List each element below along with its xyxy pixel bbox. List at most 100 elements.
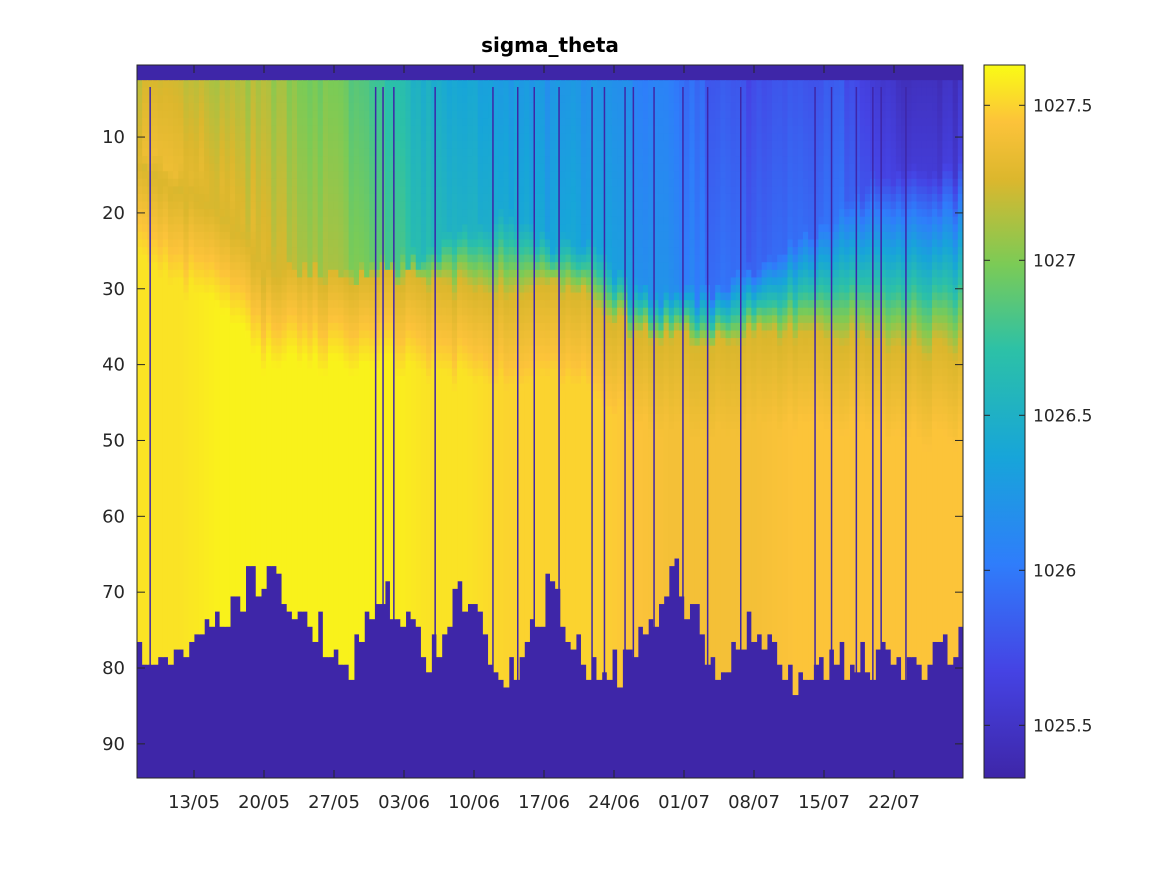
heatmap-cell (183, 209, 190, 218)
heatmap-cell (720, 87, 727, 96)
heatmap-cell (446, 277, 453, 286)
heatmap-cell (266, 277, 272, 286)
heatmap-cell (642, 95, 649, 104)
heatmap-cell (173, 186, 179, 195)
heatmap-cell (245, 163, 252, 172)
heatmap-cell (276, 269, 283, 278)
heatmap-cell (358, 186, 365, 195)
heatmap-cell (173, 110, 179, 119)
heatmap-cell (534, 102, 541, 119)
heatmap-cell (689, 269, 696, 278)
heatmap-column (178, 80, 185, 650)
heatmap-cell (513, 224, 520, 233)
heatmap-cell (777, 193, 783, 203)
heatmap-cell (353, 360, 360, 369)
heatmap-cell (173, 140, 179, 149)
heatmap-cell (524, 269, 530, 278)
heatmap-cell (746, 398, 752, 407)
heatmap-cell (281, 87, 288, 96)
heatmap-cell (493, 300, 499, 309)
heatmap-cell (679, 209, 685, 218)
heatmap-cell (648, 163, 654, 172)
heatmap-cell (627, 406, 634, 415)
heatmap-cell (482, 178, 489, 187)
heatmap-cell (250, 201, 257, 210)
heatmap-cell (142, 178, 148, 187)
heatmap-cell (508, 368, 515, 377)
heatmap-cell (596, 269, 603, 278)
heatmap-cell (679, 148, 685, 157)
heatmap-cell (271, 125, 277, 134)
heatmap-cell (457, 209, 463, 218)
heatmap-cell (782, 231, 789, 240)
heatmap-cell (575, 338, 582, 347)
heatmap-cell (276, 254, 283, 263)
heatmap-cell (771, 178, 778, 187)
heatmap-cell (679, 171, 685, 180)
heatmap-cell (534, 307, 541, 316)
heatmap-cell (235, 277, 241, 286)
heatmap-cell (204, 216, 210, 225)
heatmap-cell (513, 178, 520, 187)
heatmap-cell (317, 353, 324, 362)
heatmap-cell (488, 193, 494, 203)
heatmap-cell (209, 171, 216, 210)
heatmap-cell (193, 140, 200, 149)
heatmap-cell (400, 110, 407, 119)
heatmap-cell (508, 163, 515, 172)
heatmap-cell (462, 216, 468, 225)
heatmap-cell (302, 254, 308, 263)
heatmap-column (642, 80, 649, 635)
heatmap-cell (358, 239, 365, 248)
heatmap-cell (555, 254, 561, 263)
heatmap-cell (477, 231, 484, 240)
heatmap-cell (317, 300, 324, 309)
heatmap-cell (606, 338, 613, 347)
heatmap-cell (673, 353, 680, 362)
heatmap-cell (534, 118, 541, 127)
heatmap-cell (451, 315, 458, 324)
heatmap-cell (632, 353, 639, 362)
heatmap-cell (281, 254, 288, 271)
heatmap-cell (653, 140, 660, 157)
heatmap-cell (312, 231, 319, 240)
heatmap-cell (679, 140, 685, 149)
heatmap-cell (255, 315, 262, 324)
heatmap-cell (653, 375, 660, 385)
heatmap-cell (519, 201, 525, 210)
heatmap-cell (343, 95, 350, 104)
heatmap-cell (374, 80, 381, 89)
heatmap-cell (291, 307, 298, 316)
heatmap-cell (570, 284, 577, 294)
heatmap-cell (240, 110, 247, 119)
heatmap-cell (152, 254, 159, 263)
heatmap-column (193, 80, 200, 635)
heatmap-cell (658, 178, 665, 195)
heatmap-cell (369, 284, 376, 294)
heatmap-cell (457, 292, 463, 301)
heatmap-cell (183, 224, 190, 233)
heatmap-cell (580, 102, 587, 112)
heatmap-cell (653, 125, 660, 134)
heatmap-cell (534, 193, 541, 203)
heatmap-cell (601, 80, 608, 89)
heatmap-cell (420, 338, 427, 347)
heatmap-cell (735, 322, 742, 331)
heatmap-cell (250, 269, 257, 278)
heatmap-cell (575, 171, 582, 180)
heatmap-cell (472, 216, 479, 225)
heatmap-cell (663, 156, 670, 165)
heatmap-cell (777, 353, 783, 362)
heatmap-cell (673, 110, 680, 127)
heatmap-cell (333, 284, 339, 294)
heatmap-column (673, 80, 680, 559)
heatmap-cell (668, 345, 675, 354)
heatmap-cell (560, 345, 567, 354)
heatmap-cell (364, 118, 370, 127)
heatmap-cell (653, 201, 660, 210)
heatmap-cell (317, 87, 324, 96)
heatmap-cell (204, 110, 210, 119)
heatmap-cell (369, 87, 376, 96)
heatmap-cell (415, 231, 422, 240)
heatmap-cell (400, 102, 407, 112)
